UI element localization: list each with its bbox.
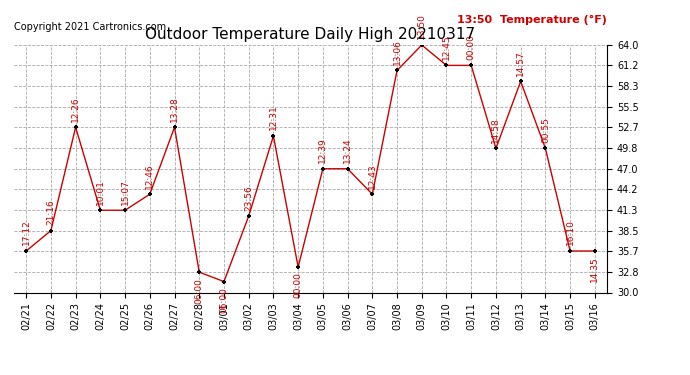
Point: [589, 248, 600, 254]
Text: 12:43: 12:43: [368, 163, 377, 189]
Text: 00:55: 00:55: [541, 117, 550, 143]
Text: 14:57: 14:57: [516, 50, 525, 76]
Point: [243, 213, 254, 219]
Text: 13:50: 13:50: [417, 13, 426, 39]
Point: [119, 207, 130, 213]
Text: 21:16: 21:16: [46, 200, 55, 225]
Point: [46, 228, 57, 234]
Text: 12:45: 12:45: [442, 34, 451, 60]
Point: [95, 207, 106, 213]
Text: 06:00: 06:00: [195, 278, 204, 303]
Point: [317, 166, 328, 172]
Point: [441, 62, 452, 68]
Text: 15:07: 15:07: [121, 179, 130, 205]
Text: 16:10: 16:10: [566, 220, 575, 246]
Text: 12:46: 12:46: [146, 163, 155, 189]
Text: 00:00: 00:00: [294, 273, 303, 298]
Point: [564, 248, 575, 254]
Text: 13:24: 13:24: [343, 138, 352, 163]
Text: 14:35: 14:35: [591, 256, 600, 282]
Text: 13:28: 13:28: [170, 96, 179, 122]
Point: [268, 133, 279, 139]
Point: [367, 191, 378, 197]
Point: [391, 68, 402, 74]
Text: 00:00: 00:00: [466, 34, 475, 60]
Point: [70, 124, 81, 130]
Text: Copyright 2021 Cartronics.com: Copyright 2021 Cartronics.com: [14, 22, 166, 33]
Text: 12:39: 12:39: [318, 138, 327, 163]
Text: 23:56: 23:56: [244, 185, 253, 210]
Point: [342, 166, 353, 172]
Text: 12:31: 12:31: [269, 105, 278, 130]
Title: Outdoor Temperature Daily High 20210317: Outdoor Temperature Daily High 20210317: [146, 27, 475, 42]
Text: 10:01: 10:01: [96, 179, 105, 205]
Point: [515, 78, 526, 84]
Point: [540, 146, 551, 152]
Point: [21, 248, 32, 254]
Text: 17:12: 17:12: [21, 220, 30, 246]
Text: 12:26: 12:26: [71, 96, 80, 122]
Point: [466, 62, 477, 68]
Point: [491, 146, 502, 152]
Point: [194, 269, 205, 275]
Point: [416, 42, 427, 48]
Text: 06:00: 06:00: [219, 287, 228, 313]
Point: [293, 264, 304, 270]
Point: [219, 279, 230, 285]
Text: 13:50  Temperature (°F): 13:50 Temperature (°F): [457, 15, 607, 25]
Text: 13:06: 13:06: [393, 39, 402, 65]
Text: 14:58: 14:58: [491, 117, 500, 143]
Point: [144, 191, 155, 197]
Point: [169, 124, 180, 130]
